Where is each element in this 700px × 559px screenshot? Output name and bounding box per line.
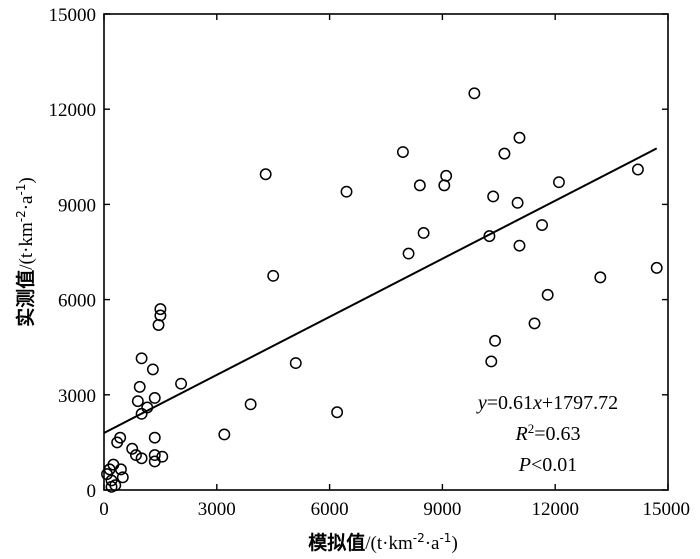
data-point <box>135 352 148 365</box>
y-tick-label: 9000 <box>58 195 96 216</box>
data-point <box>631 163 644 176</box>
data-point <box>148 449 161 462</box>
fit-line-group <box>103 147 658 434</box>
axes: 0 3000 6000 9000 12000 15000 0 3000 6000 9000 1200… <box>49 5 691 520</box>
data-point <box>218 428 231 441</box>
data-point <box>154 303 167 316</box>
data-point <box>440 169 453 182</box>
data-point <box>402 247 415 260</box>
data-point <box>498 147 511 160</box>
data-point <box>130 449 142 462</box>
x-tick-label: 15000 <box>643 499 691 520</box>
data-point <box>244 398 257 411</box>
data-point <box>553 176 565 189</box>
x-tick-label: 9000 <box>423 499 461 520</box>
data-point <box>152 319 165 331</box>
data-point <box>133 380 146 393</box>
data-point <box>156 450 169 463</box>
data-point <box>148 392 161 404</box>
data-point <box>650 261 663 274</box>
data-point <box>259 168 272 181</box>
data-point <box>154 309 167 322</box>
data-point <box>487 190 500 203</box>
data-points <box>101 87 663 493</box>
y-tick-label: 3000 <box>58 386 96 407</box>
data-point <box>105 480 118 493</box>
data-point <box>536 219 548 231</box>
data-point <box>114 463 127 476</box>
x-tick-label: 0 <box>99 499 109 520</box>
r-squared-label: R2=0.63 <box>515 421 581 445</box>
y-tick-label: 6000 <box>58 291 96 312</box>
data-point <box>468 87 481 100</box>
data-point <box>289 357 302 370</box>
data-point <box>511 196 524 209</box>
data-point <box>267 269 280 282</box>
data-point <box>528 317 541 330</box>
data-point <box>135 452 148 465</box>
data-point <box>594 271 607 284</box>
p-value-label: P<0.01 <box>518 454 578 476</box>
data-point <box>148 455 161 468</box>
x-tick-label: 3000 <box>198 499 236 520</box>
data-point <box>485 355 498 368</box>
data-point <box>116 471 129 484</box>
data-point <box>396 146 409 158</box>
data-point <box>417 227 430 239</box>
data-point <box>413 179 426 192</box>
data-point <box>541 288 554 301</box>
x-axis-title: 模拟值/(t·km-2·a-1) <box>308 531 458 554</box>
x-tick-label: 12000 <box>531 499 579 520</box>
plot-frame <box>103 13 669 491</box>
y-tick-label: 12000 <box>49 100 97 121</box>
data-point <box>513 131 526 144</box>
data-point <box>489 334 501 347</box>
data-point <box>340 185 353 198</box>
data-point <box>126 442 139 455</box>
data-point <box>175 377 188 390</box>
equation-label: y=0.61x+1797.72 <box>476 392 618 414</box>
data-point <box>131 395 144 408</box>
data-point <box>148 431 161 444</box>
regression-line <box>103 147 658 434</box>
data-point <box>438 179 451 192</box>
data-point <box>146 363 159 376</box>
data-point <box>513 239 526 252</box>
data-point <box>114 431 127 444</box>
y-tick-label: 0 <box>87 481 97 502</box>
x-tick-label: 6000 <box>311 499 349 520</box>
y-axis-title: 实测值/(t·km-2·a-1) <box>14 177 37 327</box>
y-tick-label: 15000 <box>49 5 97 26</box>
data-point <box>331 406 344 419</box>
